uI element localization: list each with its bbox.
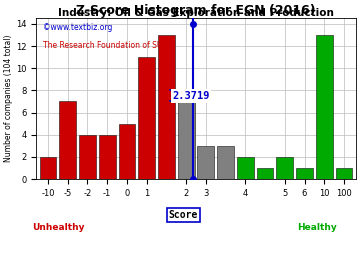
Text: Score: Score (168, 210, 198, 220)
Text: Industry: Oil & Gas Exploration and Production: Industry: Oil & Gas Exploration and Prod… (58, 8, 334, 18)
Bar (257, 168, 274, 179)
Bar (237, 157, 254, 179)
Bar (59, 102, 76, 179)
Bar (99, 135, 116, 179)
Text: Unhealthy: Unhealthy (32, 222, 85, 231)
Bar (138, 57, 155, 179)
Bar (316, 35, 333, 179)
Bar (118, 124, 135, 179)
Title: Z-Score Histogram for EGN (2016): Z-Score Histogram for EGN (2016) (76, 4, 316, 17)
Bar (276, 157, 293, 179)
Bar (296, 168, 313, 179)
Bar (198, 146, 214, 179)
Bar (79, 135, 96, 179)
Bar (178, 90, 194, 179)
Bar (217, 146, 234, 179)
Text: Healthy: Healthy (298, 222, 337, 231)
Bar (336, 168, 352, 179)
Text: 2.3719: 2.3719 (172, 91, 210, 101)
Bar (40, 157, 57, 179)
Text: ©www.textbiz.org: ©www.textbiz.org (42, 23, 112, 32)
Y-axis label: Number of companies (104 total): Number of companies (104 total) (4, 35, 13, 163)
Bar (158, 35, 175, 179)
Text: The Research Foundation of SUNY: The Research Foundation of SUNY (42, 41, 172, 50)
